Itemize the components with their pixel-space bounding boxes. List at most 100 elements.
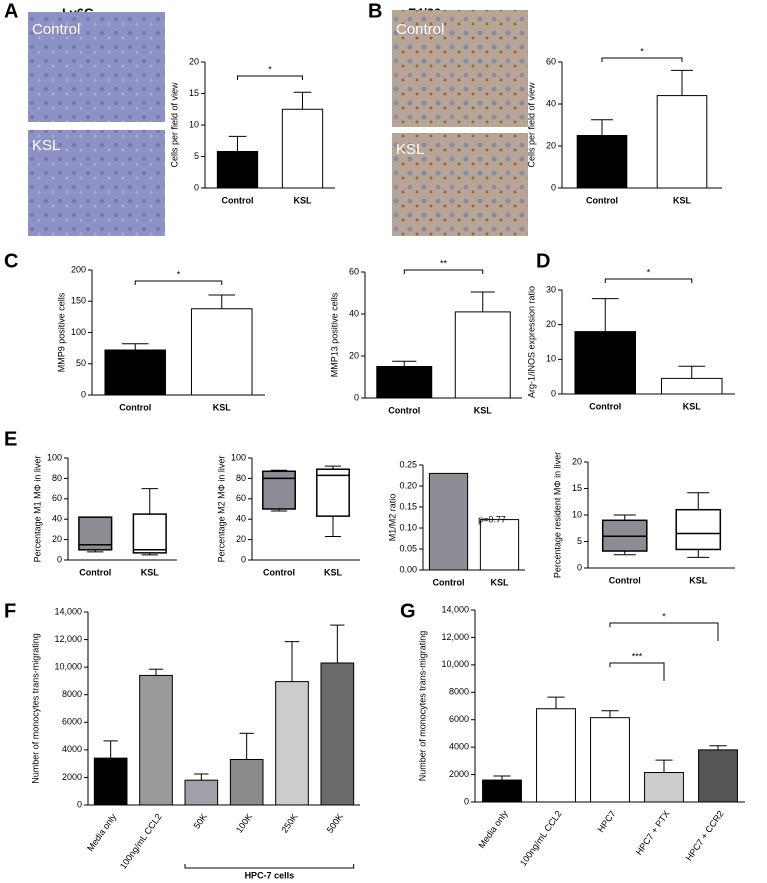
bar bbox=[656, 95, 708, 189]
significance-label: * bbox=[647, 267, 651, 277]
x-tick-label: Media only bbox=[476, 808, 509, 850]
y-tick-label: 10 bbox=[546, 354, 556, 364]
x-tick-label: Control bbox=[119, 402, 151, 412]
x-tick-label: Control bbox=[222, 195, 254, 205]
y-tick-label: 4000 bbox=[62, 744, 82, 754]
y-tick-label: 20 bbox=[236, 534, 246, 544]
x-tick-label: KSL bbox=[474, 405, 493, 415]
bar bbox=[536, 708, 576, 803]
y-tick-label: 60 bbox=[52, 493, 62, 503]
x-tick-label: Media only bbox=[85, 811, 118, 853]
annotation: p=0.77 bbox=[478, 514, 506, 524]
bar bbox=[184, 779, 219, 806]
bar bbox=[454, 311, 511, 399]
y-tick-label: 0 bbox=[354, 392, 359, 402]
significance-label: * bbox=[268, 64, 272, 74]
y-tick-label: 5 bbox=[194, 151, 199, 161]
x-tick-label: Control bbox=[586, 195, 618, 205]
y-tick-label: 6000 bbox=[62, 717, 82, 727]
significance-label: * bbox=[662, 611, 666, 621]
y-tick-label: 40 bbox=[546, 98, 556, 108]
y-tick-label: 80 bbox=[52, 473, 62, 483]
y-tick-label: 0.00 bbox=[399, 564, 417, 574]
micrograph bbox=[28, 12, 165, 122]
y-tick-label: 6000 bbox=[449, 714, 469, 724]
y-tick-label: 100 bbox=[71, 327, 86, 337]
x-tick-label: Control bbox=[388, 405, 420, 415]
y-tick-label: 20 bbox=[546, 319, 556, 329]
y-tick-label: 20 bbox=[349, 350, 359, 360]
y-axis-label: Cells per field of view bbox=[169, 82, 179, 168]
y-tick-label: 20 bbox=[546, 140, 556, 150]
micrograph-label: Control bbox=[396, 21, 444, 38]
significance-label: * bbox=[177, 269, 181, 279]
y-tick-label: 0 bbox=[551, 388, 556, 398]
x-tick-label: KSL bbox=[213, 402, 232, 412]
x-tick-label: HPC7 + PTX bbox=[634, 809, 672, 857]
bar bbox=[644, 772, 684, 803]
y-tick-label: 40 bbox=[236, 514, 246, 524]
y-tick-label: 2000 bbox=[449, 769, 469, 779]
bar bbox=[576, 135, 628, 189]
y-tick-label: 60 bbox=[236, 493, 246, 503]
x-tick-label: KSL bbox=[683, 401, 702, 411]
y-tick-label: 0 bbox=[194, 182, 199, 192]
y-axis-label: Number of monocytes trans-migrating bbox=[417, 631, 427, 782]
y-tick-label: 10 bbox=[189, 119, 199, 129]
group-bracket bbox=[184, 864, 355, 869]
panel-letter: D bbox=[536, 250, 550, 272]
y-axis-label: Percentage M1 MΦ in liver bbox=[32, 456, 42, 563]
x-tick-label: Control bbox=[609, 575, 641, 585]
y-axis-label: Number of monocytes trans-migrating bbox=[30, 633, 40, 784]
significance-bracket bbox=[609, 662, 665, 681]
y-tick-label: 0 bbox=[57, 554, 62, 564]
bar bbox=[590, 717, 630, 803]
significance-bracket bbox=[237, 75, 303, 80]
y-tick-label: 15 bbox=[572, 483, 582, 493]
x-tick-label: 50K bbox=[192, 812, 209, 831]
y-tick-label: 20 bbox=[52, 534, 62, 544]
y-tick-label: 0 bbox=[241, 554, 246, 564]
significance-label: * bbox=[640, 46, 644, 56]
x-tick-label: Control bbox=[433, 577, 465, 587]
y-tick-label: 14,000 bbox=[441, 604, 469, 614]
bar bbox=[139, 674, 173, 806]
y-tick-label: 8000 bbox=[449, 687, 469, 697]
x-tick-label: 100ng/mL CCL2 bbox=[118, 812, 164, 871]
y-tick-label: 0.10 bbox=[399, 522, 417, 532]
bar bbox=[479, 519, 520, 571]
x-tick-label: Control bbox=[79, 567, 111, 577]
y-tick-label: 10,000 bbox=[54, 662, 82, 672]
micrograph bbox=[28, 130, 165, 236]
x-tick-label: 100ng/mL CCL2 bbox=[518, 809, 564, 868]
micrograph bbox=[392, 133, 528, 236]
y-tick-label: 150 bbox=[71, 296, 86, 306]
bar bbox=[190, 308, 253, 396]
significance-label: ** bbox=[440, 258, 448, 268]
y-tick-label: 10,000 bbox=[441, 659, 469, 669]
box bbox=[262, 470, 296, 510]
panel-letter: C bbox=[4, 250, 18, 272]
bar bbox=[229, 759, 264, 806]
y-tick-label: 0.20 bbox=[399, 480, 417, 490]
y-tick-label: 60 bbox=[349, 266, 359, 276]
micrograph-label: KSL bbox=[32, 137, 60, 154]
significance-bracket bbox=[604, 278, 693, 283]
y-tick-label: 14,000 bbox=[54, 606, 82, 616]
y-axis-label: Cells per field of view bbox=[526, 82, 536, 168]
y-tick-label: 12,000 bbox=[54, 634, 82, 644]
y-tick-label: 10 bbox=[572, 509, 582, 519]
y-tick-label: 15 bbox=[189, 88, 199, 98]
x-tick-label: KSL bbox=[294, 195, 313, 205]
panel-letter: F bbox=[4, 600, 16, 622]
y-tick-label: 0 bbox=[551, 182, 556, 192]
micrograph-label: KSL bbox=[396, 141, 424, 158]
y-tick-label: 200 bbox=[71, 264, 86, 274]
y-axis-label: MMP13 positive cells bbox=[329, 292, 339, 377]
y-axis-label: M1/M2 ratio bbox=[387, 494, 397, 542]
y-tick-label: 0 bbox=[577, 562, 582, 572]
panel-letter: G bbox=[400, 600, 416, 622]
x-tick-label: KSL bbox=[673, 195, 692, 205]
x-tick-label: HPC7 + CCR2 bbox=[684, 809, 726, 863]
bar bbox=[281, 108, 324, 189]
